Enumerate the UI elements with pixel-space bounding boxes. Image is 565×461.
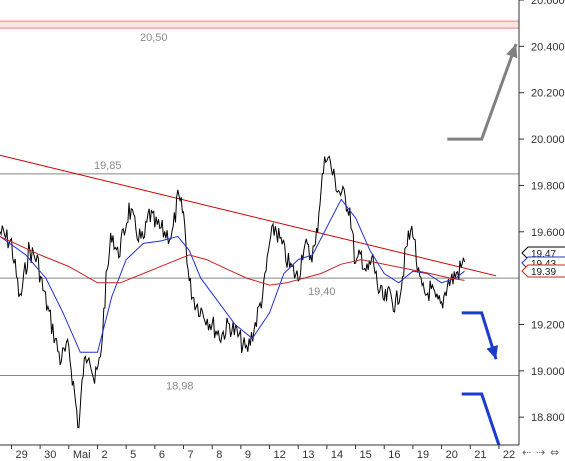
y-tick-label: 19.200 — [531, 319, 565, 331]
scroll-right-icon[interactable]: ⇢ — [536, 446, 545, 459]
value-badge-label: 19.39 — [531, 267, 556, 278]
resistance-band — [0, 21, 519, 29]
level-label: 18,98 — [166, 380, 194, 392]
y-tick-label: 20.200 — [531, 88, 565, 100]
x-tick-label: 14 — [331, 449, 343, 461]
x-tick-label: 2 — [101, 449, 107, 461]
x-tick-label: 29 — [15, 449, 27, 461]
level-label: 20,50 — [140, 32, 168, 44]
x-tick-label: 16 — [388, 449, 400, 461]
x-tick-label: Mai — [73, 449, 91, 461]
plot-background — [0, 0, 519, 445]
y-tick-label: 20.000 — [531, 134, 565, 146]
value-badge — [521, 264, 565, 278]
x-tick-label: 9 — [245, 449, 251, 461]
series-layer — [0, 155, 465, 429]
expand-icon[interactable]: ⇔ — [550, 446, 559, 459]
x-tick-label: 6 — [159, 449, 165, 461]
y-axis: 20.600 20.400 20.200 20.000 19.800 19.600 19.2… — [518, 0, 565, 445]
moving-average-short — [0, 198, 465, 353]
y-tick-label: 19.800 — [531, 180, 565, 192]
y-tick-label: 18.800 — [531, 412, 565, 424]
trendline-layer — [0, 154, 497, 277]
chart-navigation[interactable]: ⇠ ⇢ ⇔ — [522, 446, 559, 459]
x-tick-label: 13 — [302, 449, 314, 461]
x-tick-label: 12 — [274, 449, 286, 461]
forecast-arrow-down — [461, 392, 501, 446]
arrow-head — [486, 345, 498, 360]
x-tick-label: 22 — [503, 449, 515, 461]
x-axis: 29 30 Mai 2 5 6 7 8 9 12 13 14 15 16 19 20 21 22 — [0, 444, 519, 461]
x-tick-label: 7 — [188, 449, 194, 461]
price-series — [0, 155, 465, 429]
level-label: 19,40 — [308, 286, 336, 298]
y-tick-label: 20.600 — [531, 0, 565, 7]
forecast-arrow-down — [461, 311, 498, 360]
x-tick-label: 21 — [474, 449, 486, 461]
horizontal-levels: 20,50 19,85 19,40 18,98 — [0, 20, 519, 392]
x-tick-label: 19 — [417, 449, 429, 461]
y-tick-label: 20.400 — [531, 41, 565, 53]
arrow-head — [506, 44, 518, 59]
x-tick-label: 15 — [360, 449, 372, 461]
forecast-arrows — [447, 43, 518, 446]
y-tick-label: 19.000 — [531, 366, 565, 378]
forecast-arrow-up — [447, 43, 518, 141]
moving-average-long — [0, 235, 465, 286]
y-tick-label: 19.600 — [531, 227, 565, 239]
x-tick-label: 20 — [446, 449, 458, 461]
x-tick-label: 8 — [216, 449, 222, 461]
level-label: 19,85 — [94, 160, 122, 172]
scroll-left-icon[interactable]: ⇠ — [522, 446, 531, 459]
x-tick-label: 5 — [130, 449, 136, 461]
trendline — [0, 154, 497, 277]
x-tick-label: 30 — [44, 449, 56, 461]
value-badge-label: 19.47 — [531, 249, 556, 260]
